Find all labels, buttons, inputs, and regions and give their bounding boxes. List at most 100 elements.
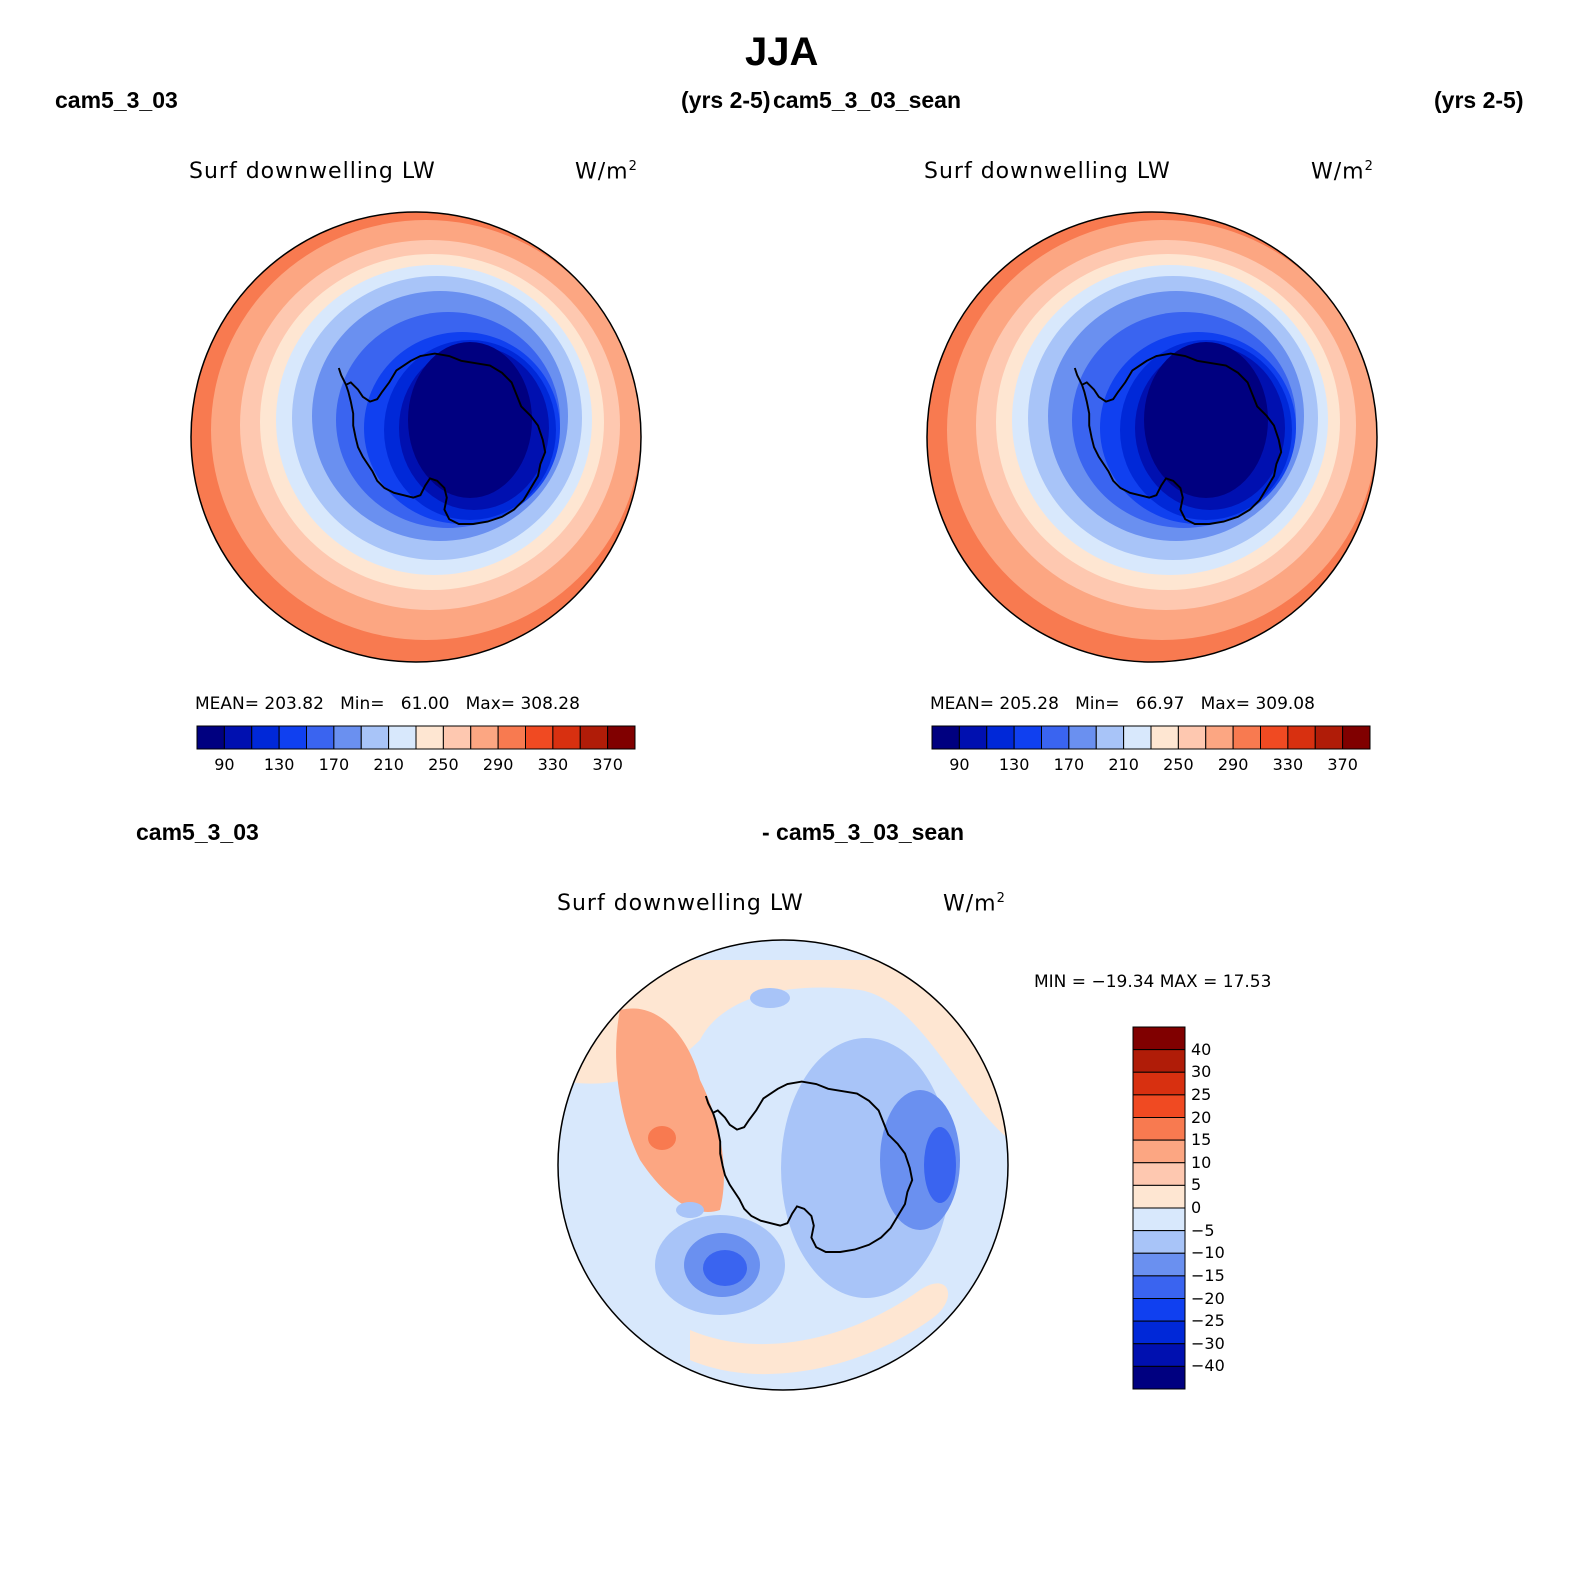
colorbar-box xyxy=(1041,725,1070,750)
colorbar-tick-label: −30 xyxy=(1191,1333,1225,1353)
colorbar-box xyxy=(1150,725,1179,750)
colorbar-tick-label: −15 xyxy=(1191,1265,1225,1285)
colorbar-box xyxy=(986,725,1015,750)
colorbar-tick-label: 210 xyxy=(373,755,404,774)
colorbar-tick-label: 170 xyxy=(1053,755,1085,774)
colorbar-box xyxy=(525,725,554,750)
panel-title-left: Surf downwelling LW xyxy=(189,159,436,184)
colorbar-box xyxy=(278,725,307,750)
map-top-left xyxy=(191,212,641,662)
colorbar-tick-label: −25 xyxy=(1191,1311,1225,1331)
colorbar-box xyxy=(1132,1071,1186,1096)
colorbar-tick-label: 130 xyxy=(263,755,295,774)
colorbar-tick-label: 290 xyxy=(482,755,514,774)
figure-title: JJA xyxy=(745,30,819,74)
colorbar-box xyxy=(1132,1230,1186,1254)
colorbar-box xyxy=(251,725,280,750)
units-left: W/m2 xyxy=(575,159,638,185)
colorbar-tick-label: 30 xyxy=(1191,1062,1212,1082)
colorbar-box xyxy=(1342,725,1371,750)
colorbar-box xyxy=(1314,725,1344,750)
case-name-right: cam5_3_03_sean xyxy=(773,87,961,113)
colorbar-box xyxy=(1013,725,1042,750)
colorbar-box xyxy=(415,725,444,750)
colorbar-tick-label: 5 xyxy=(1191,1175,1202,1195)
colorbar-tick-label: 250 xyxy=(428,755,459,774)
colorbar-box xyxy=(958,725,988,750)
colorbar-tick-label: 40 xyxy=(1191,1039,1212,1059)
colorbar-tick-label: 90 xyxy=(214,755,235,774)
colorbar-box xyxy=(1123,725,1152,750)
colorbar-box xyxy=(1205,725,1234,750)
colorbar-box xyxy=(1132,1049,1186,1073)
colorbar-left xyxy=(196,725,636,750)
colorbar-tick-label: 90 xyxy=(949,755,970,774)
colorbar-box xyxy=(1132,1026,1186,1051)
colorbar-box xyxy=(1132,1320,1186,1345)
colorbar-box xyxy=(470,725,499,750)
colorbar-tick-label: 330 xyxy=(537,755,569,774)
colorbar-tick-label: 370 xyxy=(592,755,623,774)
colorbar-right xyxy=(931,725,1371,750)
units-right: W/m2 xyxy=(1311,159,1374,185)
colorbar-box xyxy=(360,725,390,750)
colorbar-tick-label: 0 xyxy=(1191,1198,1202,1217)
colorbar-tick-label: 25 xyxy=(1191,1084,1212,1104)
colorbar-box xyxy=(442,725,472,750)
units-diff: W/m2 xyxy=(943,891,1006,917)
colorbar-tick-label: 15 xyxy=(1191,1130,1212,1150)
colorbar-box xyxy=(333,725,362,750)
colorbar-box xyxy=(1132,1298,1186,1322)
colorbar-box xyxy=(1260,725,1289,750)
colorbar-diff xyxy=(1132,1026,1186,1390)
stats-right: MEAN= 205.28 Min= 66.97 Max= 309.08 xyxy=(930,694,1315,714)
colorbar-tick-label: 250 xyxy=(1163,755,1194,774)
colorbar-box xyxy=(931,725,960,750)
diff-case-a: cam5_3_03 xyxy=(136,819,259,845)
colorbar-tick-label: 210 xyxy=(1108,755,1139,774)
colorbar-tick-label: 330 xyxy=(1272,755,1304,774)
colorbar-tick-label: 20 xyxy=(1191,1107,1212,1127)
colorbar-tick-label: 130 xyxy=(998,755,1030,774)
colorbar-box xyxy=(1232,725,1261,750)
colorbar-tick-label: −10 xyxy=(1191,1243,1225,1263)
diff-minmax: MIN = −19.34 MAX = 17.53 xyxy=(1034,972,1272,992)
colorbar-box xyxy=(1132,1207,1186,1232)
years-left: (yrs 2-5) xyxy=(681,87,771,113)
colorbar-box xyxy=(196,725,225,750)
colorbar-box xyxy=(1132,1343,1186,1367)
colorbar-box xyxy=(1068,725,1097,750)
colorbar-box xyxy=(607,725,636,750)
map-top-right xyxy=(927,212,1377,662)
panel-title-right: Surf downwelling LW xyxy=(924,159,1171,184)
colorbar-box xyxy=(1132,1094,1186,1118)
colorbar-box xyxy=(223,725,253,750)
colorbar-box xyxy=(1132,1139,1186,1164)
years-right: (yrs 2-5) xyxy=(1434,87,1524,113)
colorbar-box xyxy=(552,725,581,750)
colorbar-box xyxy=(1177,725,1207,750)
colorbar-box xyxy=(1287,725,1316,750)
colorbar-box xyxy=(1132,1275,1186,1299)
colorbar-box xyxy=(497,725,526,750)
colorbar-box xyxy=(306,725,335,750)
colorbar-box xyxy=(1132,1252,1186,1277)
colorbar-tick-label: 370 xyxy=(1327,755,1358,774)
stats-left: MEAN= 203.82 Min= 61.00 Max= 308.28 xyxy=(195,694,580,714)
diff-case-b: - cam5_3_03_sean xyxy=(762,819,965,845)
case-name-left: cam5_3_03 xyxy=(55,87,178,113)
colorbar-tick-label: −5 xyxy=(1191,1220,1215,1240)
panel-title-diff: Surf downwelling LW xyxy=(557,891,804,916)
colorbar-tick-label: −40 xyxy=(1191,1356,1225,1376)
colorbar-box xyxy=(1095,725,1125,750)
colorbar-box xyxy=(1132,1365,1186,1390)
colorbar-box xyxy=(388,725,417,750)
colorbar-tick-label: −20 xyxy=(1191,1288,1225,1308)
colorbar-tick-label: 290 xyxy=(1217,755,1249,774)
colorbar-box xyxy=(1132,1184,1186,1209)
colorbar-box xyxy=(579,725,609,750)
colorbar-box xyxy=(1132,1162,1186,1186)
map-difference xyxy=(558,940,1008,1390)
colorbar-box xyxy=(1132,1117,1186,1141)
